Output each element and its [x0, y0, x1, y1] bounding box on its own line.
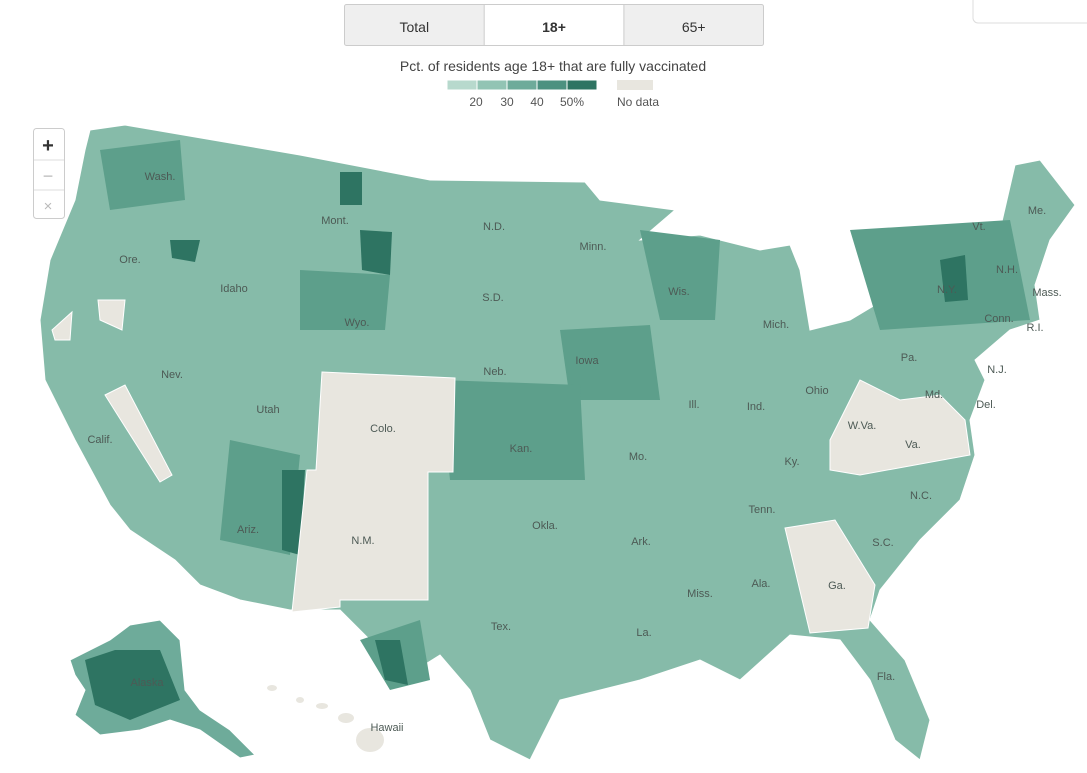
legend-label: 30 [500, 95, 514, 109]
darkest-regions [170, 172, 968, 685]
state-label: N.D. [483, 221, 505, 233]
state-labels: Wash. Ore. Calif. Idaho Nev. Mont. Wyo. Utah Col… [87, 171, 1061, 734]
state-label: Kan. [510, 443, 533, 455]
state-label: Mich. [763, 319, 789, 331]
legend-label: 20 [469, 95, 483, 109]
legend-swatch [446, 79, 478, 91]
zoom-in[interactable]: + [42, 135, 54, 157]
legend-title: Pct. of residents age 18+ that are fully… [400, 58, 706, 74]
tab-selected [483, 4, 625, 46]
state-label: Ohio [805, 385, 828, 397]
state-label: Mont. [321, 215, 349, 227]
state-label: Wyo. [345, 317, 370, 329]
state-label: Nev. [161, 369, 183, 381]
state-label: N.J. [987, 364, 1007, 376]
zoom-box [33, 128, 65, 219]
state-label: Mass. [1032, 287, 1061, 299]
legend-swatch [476, 79, 508, 91]
state-label: Vt. [972, 221, 985, 233]
search-box[interactable] [972, 0, 1087, 24]
state-label: Ky. [784, 456, 799, 468]
state-label: Ga. [828, 580, 846, 592]
state-label: Fla. [877, 671, 895, 683]
state-label: N.H. [996, 264, 1018, 276]
legend-label: 40 [530, 95, 544, 109]
state-label: Calif. [87, 434, 112, 446]
state-label: Va. [905, 439, 921, 451]
state-label: Wash. [145, 171, 176, 183]
state-label: Del. [976, 399, 996, 411]
state-label: N.C. [910, 490, 932, 502]
state-label: Alaska [130, 677, 164, 689]
tab[interactable]: 18+ [542, 19, 566, 35]
state-label: Pa. [901, 352, 918, 364]
legend-no-data-swatch [617, 80, 653, 90]
state-label: Ariz. [237, 524, 259, 536]
state-label: Utah [256, 404, 279, 416]
state-label: Tenn. [749, 504, 776, 516]
hawaii [267, 685, 384, 752]
state-label: Ind. [747, 401, 765, 413]
tab[interactable]: Total [400, 19, 430, 35]
state-label: Idaho [220, 283, 248, 295]
tab[interactable]: 65+ [682, 19, 706, 35]
reset[interactable]: × [44, 198, 53, 215]
state-label: Ark. [631, 536, 651, 548]
state-label: Minn. [580, 241, 607, 253]
state-label: Hawaii [370, 722, 403, 734]
legend-no-data-label: No data [617, 95, 659, 109]
state-label: Neb. [483, 366, 506, 378]
darker-regions [100, 140, 1030, 690]
state-label: N.Y. [937, 284, 957, 296]
state-label: Wis. [668, 286, 689, 298]
no-data-regions [51, 299, 971, 634]
legend-swatch [566, 79, 598, 91]
zoom-controls: + − × [33, 128, 65, 219]
state-label: Colo. [370, 423, 396, 435]
state-label: Ore. [119, 254, 140, 266]
us-map [39, 124, 1076, 761]
legend-label: 50% [560, 95, 584, 109]
state-label: Me. [1028, 205, 1046, 217]
state-label: Miss. [687, 588, 713, 600]
state-label: S.C. [872, 537, 893, 549]
legend: 20 30 40 50% No data [446, 79, 659, 109]
state-label: R.I. [1026, 322, 1043, 334]
state-label: Mo. [629, 451, 647, 463]
state-label: Ill. [689, 399, 700, 411]
state-label: La. [636, 627, 651, 639]
legend-swatch [506, 79, 538, 91]
state-label: Iowa [575, 355, 599, 367]
tabs: Total 18+ 65+ [344, 4, 764, 46]
state-label: Okla. [532, 520, 558, 532]
state-label: Conn. [984, 313, 1013, 325]
state-label: Ala. [752, 578, 771, 590]
state-label: Md. [925, 389, 943, 401]
alaska-dark [85, 650, 180, 720]
zoom-out[interactable]: − [43, 166, 54, 186]
state-label: W.Va. [848, 420, 877, 432]
state-label: N.M. [351, 535, 374, 547]
legend-swatch [536, 79, 568, 91]
state-label: Tex. [491, 621, 511, 633]
state-label: S.D. [482, 292, 503, 304]
